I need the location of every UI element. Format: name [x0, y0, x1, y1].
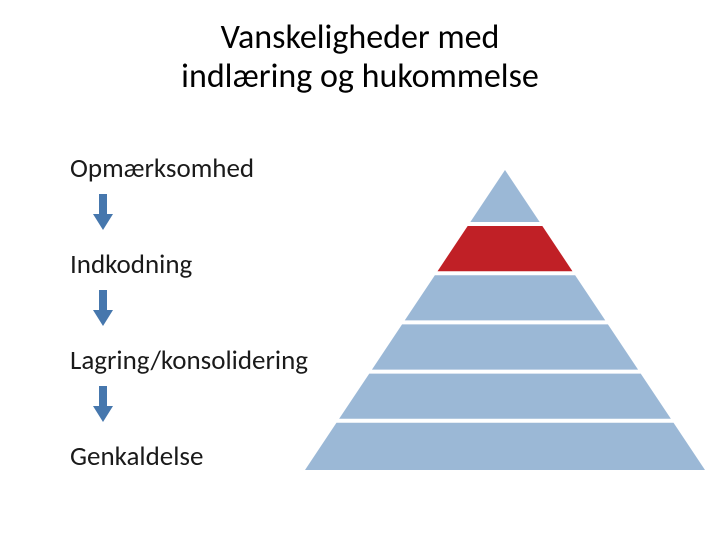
title-line-2: indlæring og hukommelse	[181, 56, 539, 97]
term-4: Genkaldelse	[70, 440, 203, 473]
arrow-down-icon	[92, 288, 114, 328]
arrow-down-icon	[92, 384, 114, 424]
pyramid-band-6	[305, 423, 705, 470]
pyramid-band-2	[438, 226, 573, 271]
pyramid-band-5	[339, 374, 671, 419]
term-1: Opmærksomhed	[70, 152, 254, 185]
term-2: Indkodning	[70, 248, 192, 281]
pyramid-band-4	[372, 324, 638, 369]
pyramid-band-3	[405, 275, 606, 320]
slide: Vanskeligheder med indlæring og hukommel…	[0, 0, 720, 540]
title-line-1: Vanskeligheder med	[221, 17, 500, 58]
arrow-down-icon	[92, 192, 114, 232]
slide-title: Vanskeligheder med indlæring og hukommel…	[0, 18, 720, 96]
term-3: Lagring/konsolidering	[70, 344, 308, 377]
pyramid-diagram	[300, 170, 710, 470]
pyramid-band-1	[470, 170, 539, 222]
